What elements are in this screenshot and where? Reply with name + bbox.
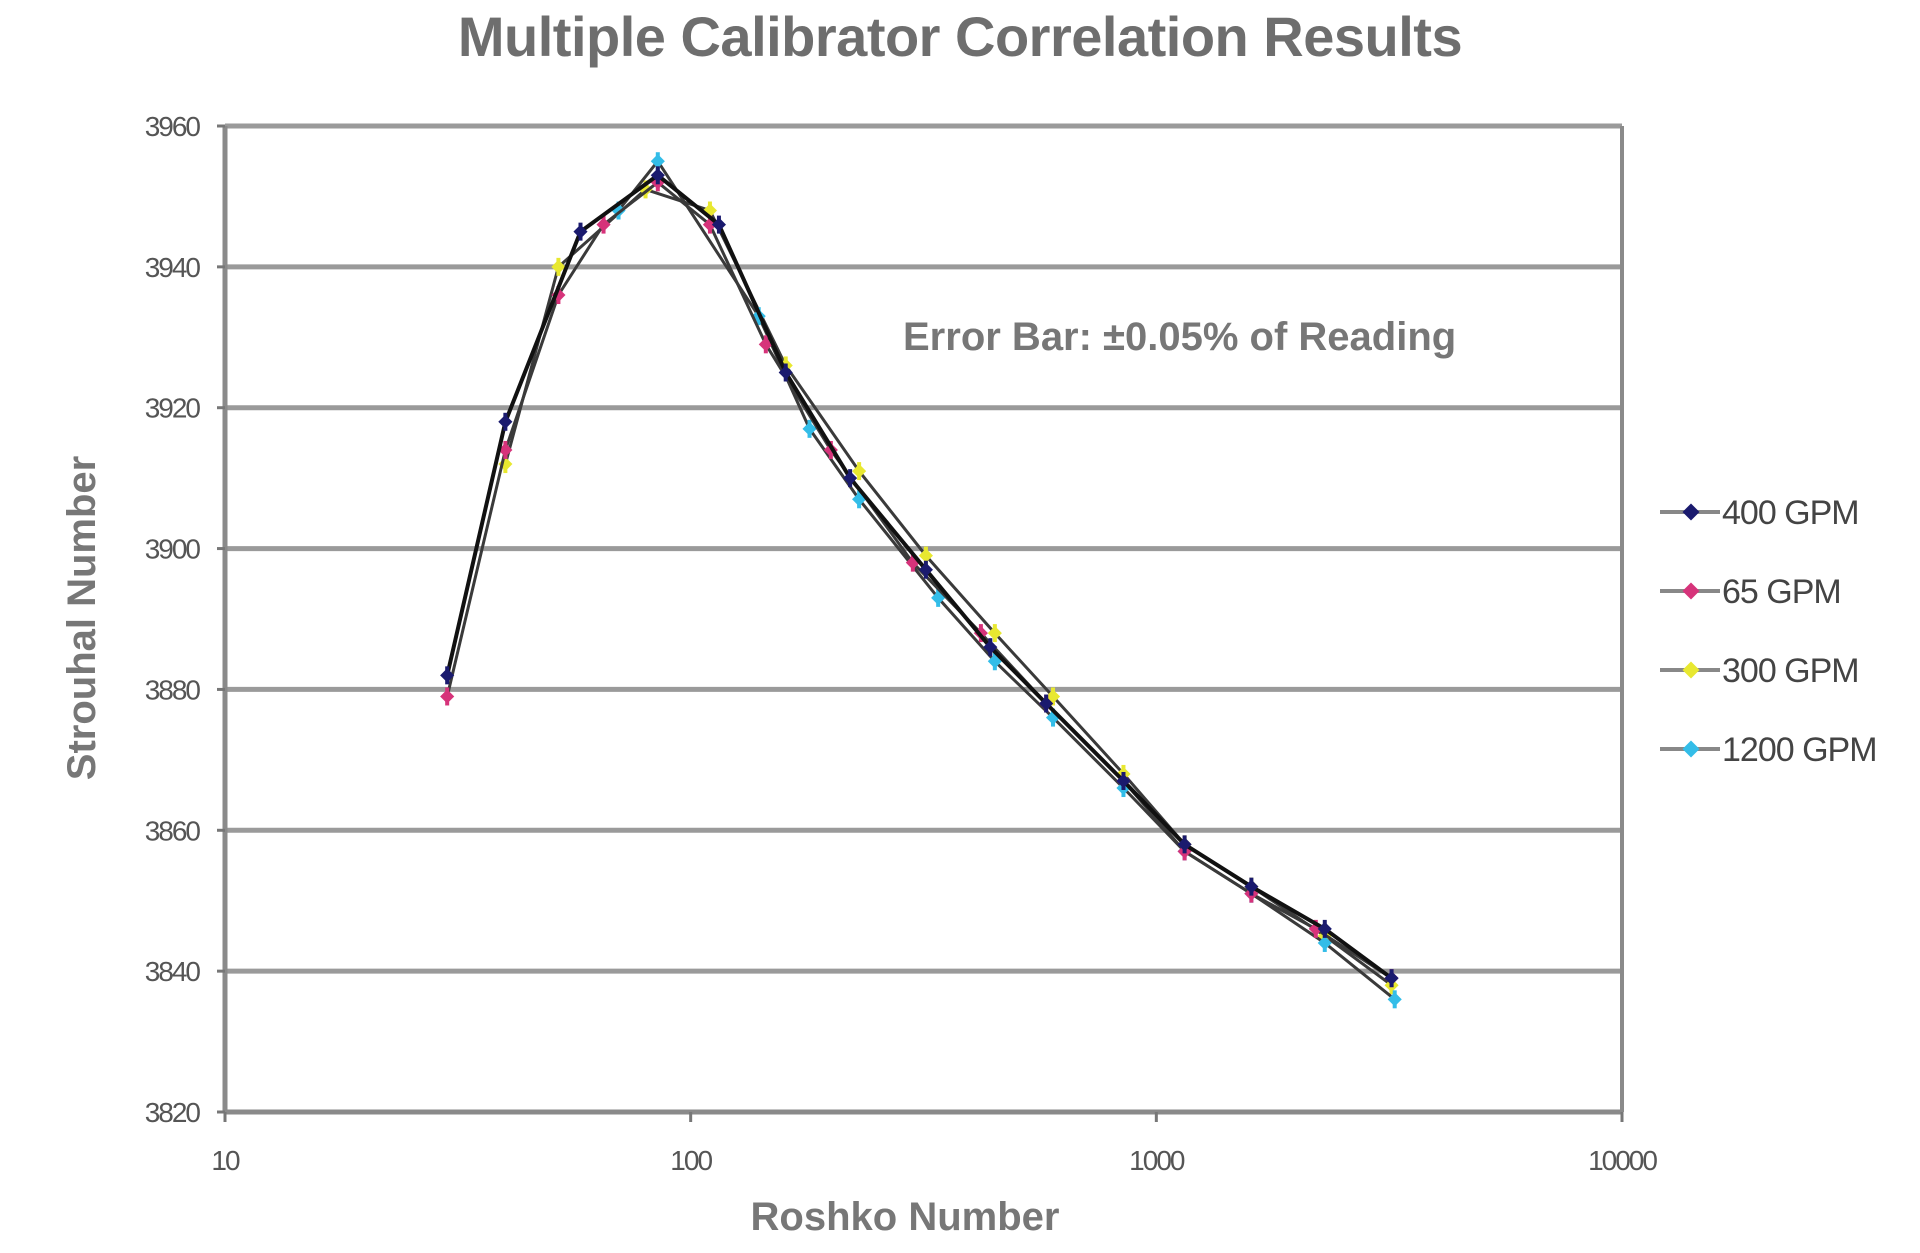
legend-marker-icon [1682, 661, 1700, 679]
data-point-marker [711, 217, 727, 232]
x-axis-title: Roshko Number [751, 1195, 1060, 1239]
series-line [617, 158, 1396, 1001]
data-point-marker [1387, 992, 1402, 1007]
legend-item: 300 GPM [1660, 652, 1860, 690]
legend-marker-icon [1682, 503, 1700, 521]
y-tick-label: 3900 [145, 534, 201, 565]
series-line [503, 187, 1393, 987]
data-series [440, 152, 1402, 1009]
legend-marker-icon [1682, 582, 1700, 600]
data-point-marker [852, 464, 867, 479]
axes [222, 126, 1624, 1115]
data-point-marker [596, 217, 611, 232]
y-axis-ticks: 3960 3940 3920 3900 3880 3860 3840 3820 [145, 111, 225, 1128]
legend-label: 400 GPM [1722, 494, 1859, 532]
y-tick-label: 3920 [145, 393, 201, 424]
legend-label: 1200 GPM [1722, 731, 1877, 769]
data-point-marker [1177, 837, 1192, 852]
legend-marker-icon [1682, 740, 1700, 758]
series-1200-gpm [611, 152, 1402, 1009]
y-axis-title: Strouhal Number [60, 456, 104, 780]
data-point-marker [440, 668, 455, 683]
data-point-marker [987, 626, 1002, 641]
x-tick-label: 10 [211, 1145, 240, 1176]
series-line [445, 180, 1393, 980]
y-tick-label: 3880 [145, 674, 201, 705]
data-point-marker [573, 224, 588, 239]
data-point-marker [1317, 935, 1332, 951]
data-point-marker [843, 471, 858, 486]
data-point-marker [1116, 773, 1131, 789]
y-tick-label: 3960 [145, 111, 201, 142]
data-point-marker [1039, 696, 1054, 711]
y-tick-label: 3840 [145, 956, 201, 987]
y-tick-label: 3940 [145, 252, 201, 283]
data-point-marker [778, 365, 793, 380]
data-point-marker [983, 640, 998, 655]
x-tick-label: 100 [670, 1145, 712, 1176]
series-300-gpm [498, 180, 1399, 995]
data-point-marker [650, 168, 665, 183]
y-tick-label: 3860 [145, 815, 201, 846]
series-400-gpm [440, 166, 1399, 988]
data-point-marker [918, 562, 933, 577]
data-point-marker [1244, 879, 1259, 894]
legend-item: 400 GPM [1660, 494, 1860, 532]
legend-item: 1200 GPM [1660, 731, 1878, 769]
data-point-marker [498, 414, 513, 429]
data-point-marker [918, 548, 933, 563]
x-axis-ticks: 10 100 1000 10000 [211, 1112, 1659, 1176]
data-point-marker [1317, 921, 1332, 936]
data-point-marker [551, 259, 566, 274]
legend: 400 GPM 65 GPM 300 GPM 1200 GPM [1660, 494, 1878, 769]
series-65-gpm [440, 173, 1399, 988]
data-point-marker [650, 154, 665, 169]
x-tick-label: 1000 [1129, 1145, 1185, 1176]
data-point-marker [1384, 971, 1399, 986]
error-bar-annotation: Error Bar: ±0.05% of Reading [903, 315, 1456, 359]
x-tick-label: 10000 [1588, 1145, 1657, 1176]
legend-label: 65 GPM [1722, 573, 1841, 611]
legend-item: 65 GPM [1660, 573, 1842, 611]
data-point-marker [440, 689, 455, 704]
gridlines [225, 123, 1622, 1115]
data-point-marker [802, 421, 817, 436]
chart-title: Multiple Calibrator Correlation Results [457, 5, 1463, 68]
y-tick-label: 3820 [145, 1097, 201, 1128]
legend-label: 300 GPM [1722, 652, 1859, 690]
data-point-marker [498, 442, 513, 458]
